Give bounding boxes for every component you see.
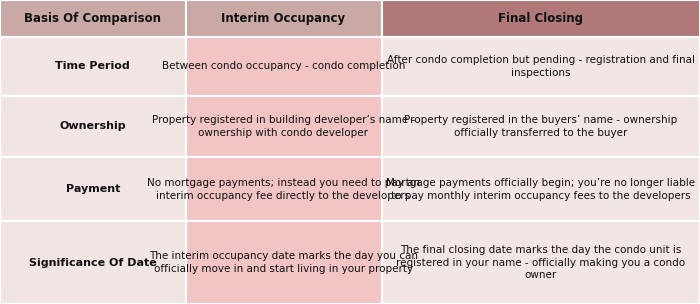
Text: Between condo occupancy - condo completion: Between condo occupancy - condo completi… bbox=[162, 61, 405, 71]
Bar bbox=[382, 157, 700, 221]
Bar bbox=[0, 95, 186, 157]
Text: Significance Of Date: Significance Of Date bbox=[29, 257, 157, 268]
Bar bbox=[186, 95, 382, 157]
Bar bbox=[186, 37, 382, 95]
Bar bbox=[186, 0, 382, 37]
Bar bbox=[382, 0, 700, 37]
Text: Payment: Payment bbox=[66, 184, 120, 194]
Bar bbox=[382, 95, 700, 157]
Bar bbox=[382, 221, 700, 304]
Bar bbox=[382, 37, 700, 95]
Bar bbox=[0, 37, 186, 95]
Text: Ownership: Ownership bbox=[60, 121, 126, 131]
Text: Property registered in building developer’s name -
ownership with condo develope: Property registered in building develope… bbox=[152, 115, 415, 138]
Text: The interim occupancy date marks the day you can
officially move in and start li: The interim occupancy date marks the day… bbox=[149, 251, 418, 274]
Text: After condo completion but pending - registration and final
inspections: After condo completion but pending - reg… bbox=[386, 55, 694, 78]
Text: Property registered in the buyers’ name - ownership
officially transferred to th: Property registered in the buyers’ name … bbox=[404, 115, 678, 138]
Bar bbox=[0, 157, 186, 221]
Text: The final closing date marks the day the condo unit is
registered in your name -: The final closing date marks the day the… bbox=[396, 245, 685, 280]
Bar bbox=[0, 221, 186, 304]
Text: No mortgage payments; instead you need to pay an
interim occupancy fee directly : No mortgage payments; instead you need t… bbox=[147, 178, 420, 201]
Bar bbox=[0, 0, 186, 37]
Text: Basis Of Comparison: Basis Of Comparison bbox=[25, 12, 161, 25]
Bar bbox=[186, 221, 382, 304]
Bar bbox=[186, 157, 382, 221]
Text: Final Closing: Final Closing bbox=[498, 12, 583, 25]
Text: Mortgage payments officially begin; you’re no longer liable
to pay monthly inter: Mortgage payments officially begin; you’… bbox=[386, 178, 695, 201]
Text: Time Period: Time Period bbox=[55, 61, 130, 71]
Text: Interim Occupancy: Interim Occupancy bbox=[221, 12, 346, 25]
